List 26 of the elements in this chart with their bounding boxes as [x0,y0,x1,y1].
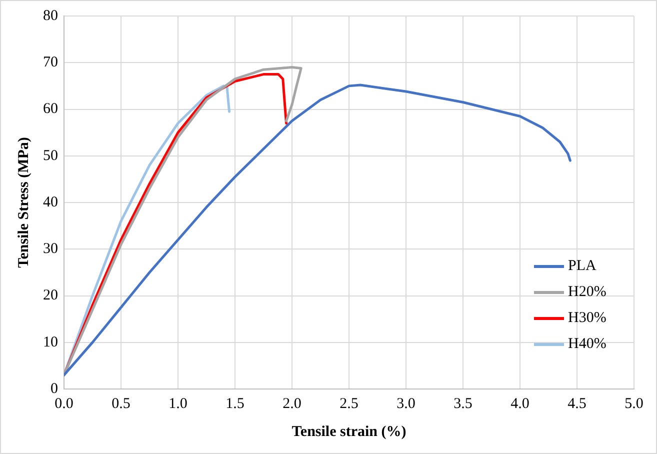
legend-label: PLA [568,258,596,274]
y-axis-title: Tensile Stress (MPa) [16,137,32,268]
x-tick-label: 2.5 [340,396,358,412]
x-tick-label: 0.5 [112,396,130,412]
x-axis-title: Tensile strain (%) [292,424,406,440]
x-tick-label: 3.0 [396,396,416,412]
legend-label: H40% [568,336,606,352]
x-tick-label: 2.0 [282,396,302,412]
legend-label: H20% [568,284,606,300]
y-tick-label: 30 [43,241,58,258]
y-tick-label: 60 [43,101,58,118]
x-tick-label: 3.5 [454,396,472,412]
x-tick-label: 0.0 [54,396,74,412]
x-tick-label: 4.5 [568,396,586,412]
y-tick-label: 40 [43,194,58,210]
y-tick-label: 0 [50,380,58,397]
y-tick-label: 80 [43,8,58,24]
y-tick-label: 70 [43,54,58,71]
x-tick-label: 1.5 [226,396,244,412]
x-tick-label: 4.0 [510,396,530,412]
x-tick-label: 1.0 [168,396,188,412]
y-tick-label: 20 [43,288,58,304]
legend-label: H30% [568,310,606,326]
y-tick-label: 10 [43,334,58,350]
x-tick-label: 5.0 [624,396,644,412]
y-tick-label: 50 [43,148,58,164]
